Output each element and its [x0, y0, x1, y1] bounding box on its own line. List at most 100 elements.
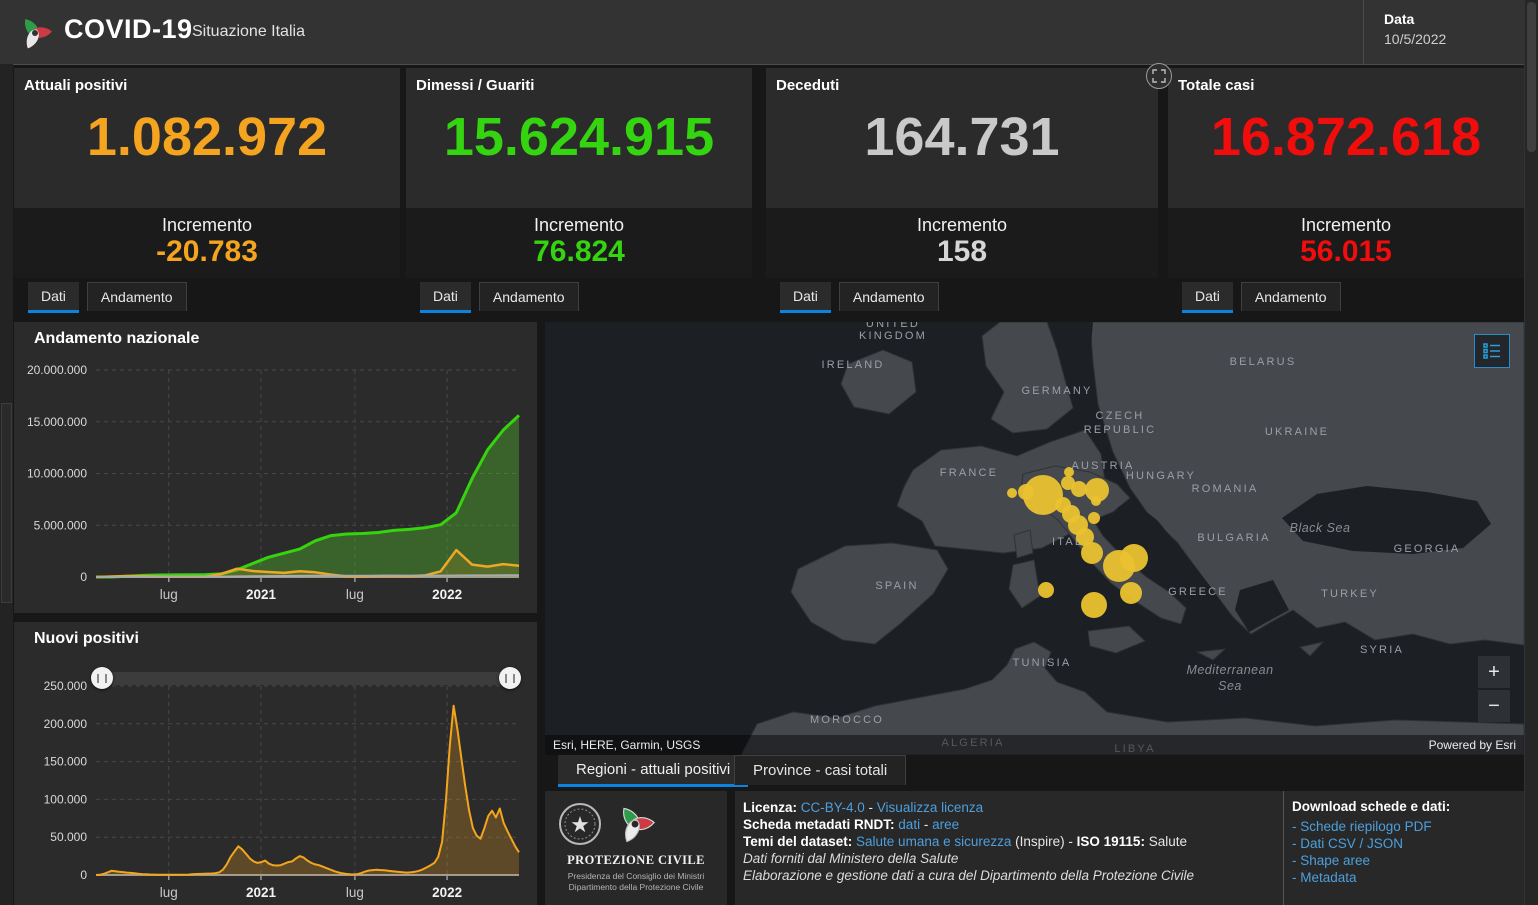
card-tab-bar: Dati Andamento: [420, 282, 579, 313]
powered-by-esri[interactable]: Powered by Esri: [1428, 738, 1516, 752]
card-value: 164.731: [864, 107, 1060, 167]
national-trend-chart[interactable]: 0 5.000.000 10.000.000 15.000.000 20.000.000…: [14, 356, 537, 613]
protezione-civile-triskelion-icon: [623, 807, 655, 843]
date-box: Data 10/5/2022: [1363, 0, 1525, 64]
protezione-civile-logo: [24, 19, 52, 49]
region-bubble[interactable]: [1038, 582, 1054, 598]
country-label: LIBYA: [1114, 743, 1155, 755]
tab-dati[interactable]: Dati: [1182, 282, 1233, 313]
region-bubble[interactable]: [1076, 528, 1094, 546]
sea-label: Black Sea: [1290, 521, 1351, 535]
license-text: Dati forniti dal Ministero della Salute: [743, 851, 959, 866]
country-label: HUNGARY: [1126, 470, 1196, 482]
region-bubble[interactable]: [1081, 592, 1107, 618]
svg-text:lug: lug: [160, 587, 178, 602]
tab-dati[interactable]: Dati: [780, 282, 831, 313]
new-cases-chart[interactable]: 0 50.000 100.000 150.000 200.000 250.000 lug 20…: [14, 674, 537, 905]
map-zoom-out-button[interactable]: −: [1478, 690, 1510, 722]
time-slider-handle-left[interactable]: [91, 667, 113, 689]
download-link[interactable]: - Metadata: [1292, 870, 1357, 885]
svg-text:2022: 2022: [432, 587, 462, 602]
license-link[interactable]: Salute umana e sicurezza: [852, 834, 1012, 849]
increment-value: 158: [936, 235, 988, 268]
tab-label: Andamento: [492, 289, 565, 305]
org-subtitle: Presidenza del Consiglio dei Ministri: [567, 871, 705, 881]
increment-value: 76.824: [533, 235, 625, 268]
license-text: Temi del dataset:: [743, 834, 853, 849]
license-text: -: [864, 800, 877, 815]
country-label: CZECH: [1096, 410, 1145, 422]
time-slider-handle-right[interactable]: [499, 667, 521, 689]
tab-dati[interactable]: Dati: [28, 282, 79, 313]
region-bubble[interactable]: [1071, 481, 1087, 497]
svg-text:2021: 2021: [246, 587, 277, 602]
region-bubble[interactable]: [1088, 512, 1100, 524]
region-bubble[interactable]: [1018, 484, 1034, 500]
download-link[interactable]: - Schede riepilogo PDF: [1292, 819, 1432, 834]
tab-label: Province - casi totali: [753, 762, 888, 779]
map-zoom-in-button[interactable]: +: [1478, 656, 1510, 688]
tab-label: Andamento: [852, 289, 925, 305]
license-text: Elaborazione e gestione dati a cura del …: [743, 868, 1195, 883]
card-value: 16.872.618: [1210, 107, 1482, 167]
tab-regioni-attuali-positivi[interactable]: Regioni - attuali positivi: [558, 755, 749, 787]
downloads-title: Download schede e dati:: [1292, 799, 1451, 814]
region-bubble[interactable]: [1085, 478, 1109, 502]
country-label: SYRIA: [1360, 644, 1404, 656]
license-link[interactable]: aree: [932, 817, 960, 832]
region-bubble[interactable]: [1091, 496, 1101, 506]
svg-text:200.000: 200.000: [44, 717, 88, 731]
svg-text:50.000: 50.000: [50, 830, 87, 844]
card-tab-bar: Dati Andamento: [780, 282, 939, 313]
region-bubble[interactable]: [1120, 544, 1148, 572]
country-label: TUNISIA: [1013, 657, 1072, 669]
card-body: Attuali positivi 1.082.972: [14, 68, 400, 208]
date-label: Data: [1384, 11, 1415, 27]
card-deceduti: Deceduti 164.731 Incremento 158 Dati And…: [766, 68, 1158, 313]
license-link[interactable]: Visualizza licenza: [876, 800, 984, 815]
time-slider-track[interactable]: [100, 672, 512, 685]
license-block: Licenza: CC-BY-4.0 - Visualizza licenza S…: [743, 799, 1263, 884]
svg-text:150.000: 150.000: [44, 755, 88, 769]
card-body: Dimessi / Guariti 15.624.915: [406, 68, 752, 208]
svg-text:250.000: 250.000: [44, 679, 88, 693]
grip-icon: [505, 673, 515, 683]
page-title: COVID-19: [64, 14, 193, 44]
collapsed-side-panel[interactable]: [0, 64, 13, 905]
tab-andamento[interactable]: Andamento: [478, 282, 579, 311]
region-bubble[interactable]: [1081, 542, 1103, 564]
region-bubble[interactable]: [1023, 475, 1063, 515]
app-header: COVID-19 Situazione Italia Data 10/5/202…: [0, 0, 1538, 65]
card-title: Dimessi / Guariti: [416, 77, 535, 94]
license-link[interactable]: CC-BY-4.0: [797, 800, 865, 815]
page-scrollbar[interactable]: [1524, 0, 1538, 905]
legend-button[interactable]: [1474, 334, 1510, 368]
tab-andamento[interactable]: Andamento: [838, 282, 939, 311]
country-label: BELARUS: [1230, 356, 1297, 368]
card-attuali-positivi: Attuali positivi 1.082.972 Incremento -2…: [14, 68, 400, 313]
card-title: Attuali positivi: [24, 77, 128, 94]
license-text: -: [920, 817, 933, 832]
license-link[interactable]: dati: [894, 817, 921, 832]
tab-province-casi-totali[interactable]: Province - casi totali: [734, 755, 907, 785]
tab-label: Dati: [41, 288, 66, 304]
download-link[interactable]: - Shape aree: [1292, 853, 1371, 868]
side-panel-handle[interactable]: [1, 403, 12, 603]
region-bubble[interactable]: [1120, 582, 1142, 604]
region-bubble[interactable]: [1064, 467, 1074, 477]
country-label: ROMANIA: [1192, 483, 1259, 495]
svg-text:lug: lug: [160, 885, 178, 900]
tab-label: Dati: [1195, 288, 1220, 304]
europe-map[interactable]: UNITED KINGDOM IRELAND BELARUS GERMANY CZECH R…: [545, 322, 1524, 755]
download-link[interactable]: - Dati CSV / JSON: [1292, 836, 1404, 851]
scrollbar-thumb[interactable]: [1527, 2, 1536, 152]
tab-dati[interactable]: Dati: [420, 282, 471, 313]
region-bubble[interactable]: [1007, 488, 1017, 498]
tab-andamento[interactable]: Andamento: [1240, 282, 1341, 311]
tab-andamento[interactable]: Andamento: [86, 282, 187, 311]
map-attribution-bar: Esri, HERE, Garmin, USGS Powered by Esri: [545, 735, 1524, 755]
country-label: TURKEY: [1321, 588, 1379, 600]
downloads-block: Download schede e dati: - Schede riepilo…: [1283, 791, 1524, 905]
expand-widget-icon[interactable]: [1146, 63, 1172, 89]
